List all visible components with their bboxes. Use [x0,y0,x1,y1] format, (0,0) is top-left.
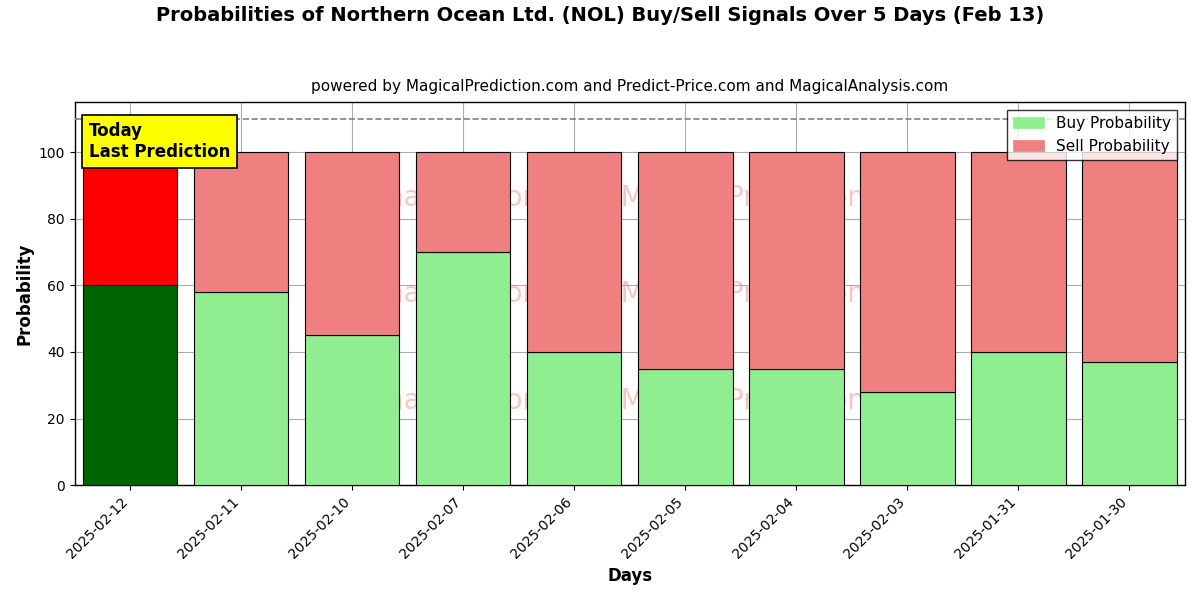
Text: calAnalysis.com        MagicalPrediction.com: calAnalysis.com MagicalPrediction.com [326,387,932,415]
Bar [527,152,622,352]
Bar [1082,152,1177,362]
Text: calAnalysis.com        MagicalPrediction.com: calAnalysis.com MagicalPrediction.com [326,280,932,308]
Bar [860,392,955,485]
Title: powered by MagicalPrediction.com and Predict-Price.com and MagicalAnalysis.com: powered by MagicalPrediction.com and Pre… [311,79,948,94]
Bar [416,252,510,485]
Legend: Buy Probability, Sell Probability: Buy Probability, Sell Probability [1007,110,1177,160]
Bar [749,368,844,485]
Bar [194,152,288,292]
Bar [527,352,622,485]
Bar [749,152,844,368]
Bar [1082,362,1177,485]
X-axis label: Days: Days [607,567,653,585]
Text: Probabilities of Northern Ocean Ltd. (NOL) Buy/Sell Signals Over 5 Days (Feb 13): Probabilities of Northern Ocean Ltd. (NO… [156,6,1044,25]
Bar [194,292,288,485]
Y-axis label: Probability: Probability [16,242,34,345]
Bar [83,152,178,286]
Bar [971,352,1066,485]
Bar [416,152,510,252]
Bar [638,152,732,368]
Text: calAnalysis.com        MagicalPrediction.com: calAnalysis.com MagicalPrediction.com [326,184,932,212]
Bar [83,286,178,485]
Bar [971,152,1066,352]
Bar [305,152,400,335]
Bar [638,368,732,485]
Text: Today
Last Prediction: Today Last Prediction [89,122,230,161]
Bar [305,335,400,485]
Bar [860,152,955,392]
